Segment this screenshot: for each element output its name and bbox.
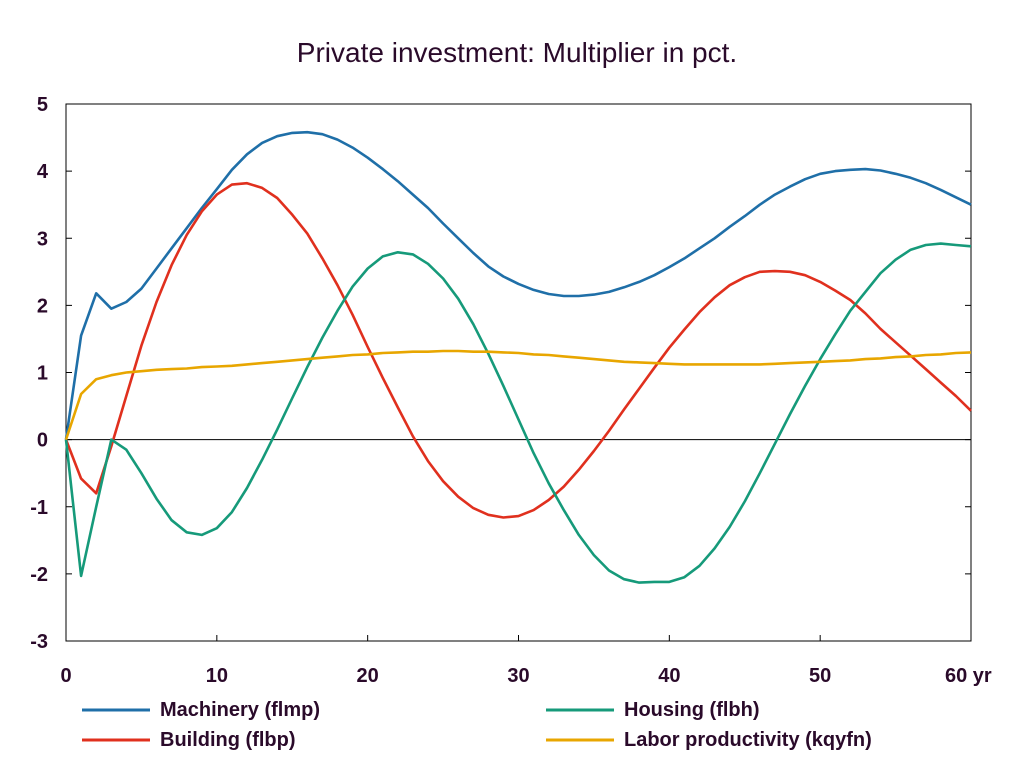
y-tick-label: 5 xyxy=(37,94,48,116)
chart-title: Private investment: Multiplier in pct. xyxy=(297,37,737,68)
plot-frame xyxy=(65,103,972,642)
y-tick-label: -1 xyxy=(30,497,48,519)
y-tick-label: 4 xyxy=(37,161,49,183)
y-tick-label: 1 xyxy=(37,363,48,385)
x-tick-label: 30 xyxy=(507,665,529,687)
x-tick-label: 0 xyxy=(60,665,71,687)
y-tick-label: -3 xyxy=(30,631,48,653)
legend-label-3: Housing (flbh) xyxy=(624,699,760,721)
legend-label-1: Machinery (flmp) xyxy=(160,699,320,721)
y-tick-label: 0 xyxy=(37,430,48,452)
x-tick-label: 60 yr xyxy=(945,665,992,687)
x-tick-label: 20 xyxy=(357,665,379,687)
y-tick-label: -2 xyxy=(30,564,48,586)
series-line-4 xyxy=(64,349,972,441)
legend-label-2: Building (flbp) xyxy=(160,729,296,751)
series-line-3 xyxy=(64,242,972,584)
y-tick-label: 3 xyxy=(37,228,48,250)
y-tick-label: 2 xyxy=(37,295,48,317)
legend-label-4: Labor productivity (kqyfn) xyxy=(624,729,872,751)
series-line-2 xyxy=(64,181,972,519)
series-line-1 xyxy=(64,130,972,440)
x-tick-label: 10 xyxy=(206,665,228,687)
x-tick-label: 40 xyxy=(658,665,680,687)
x-tick-label: 50 xyxy=(809,665,831,687)
legend: Machinery (flmp) Building (flbp) Housing (… xyxy=(82,699,872,751)
